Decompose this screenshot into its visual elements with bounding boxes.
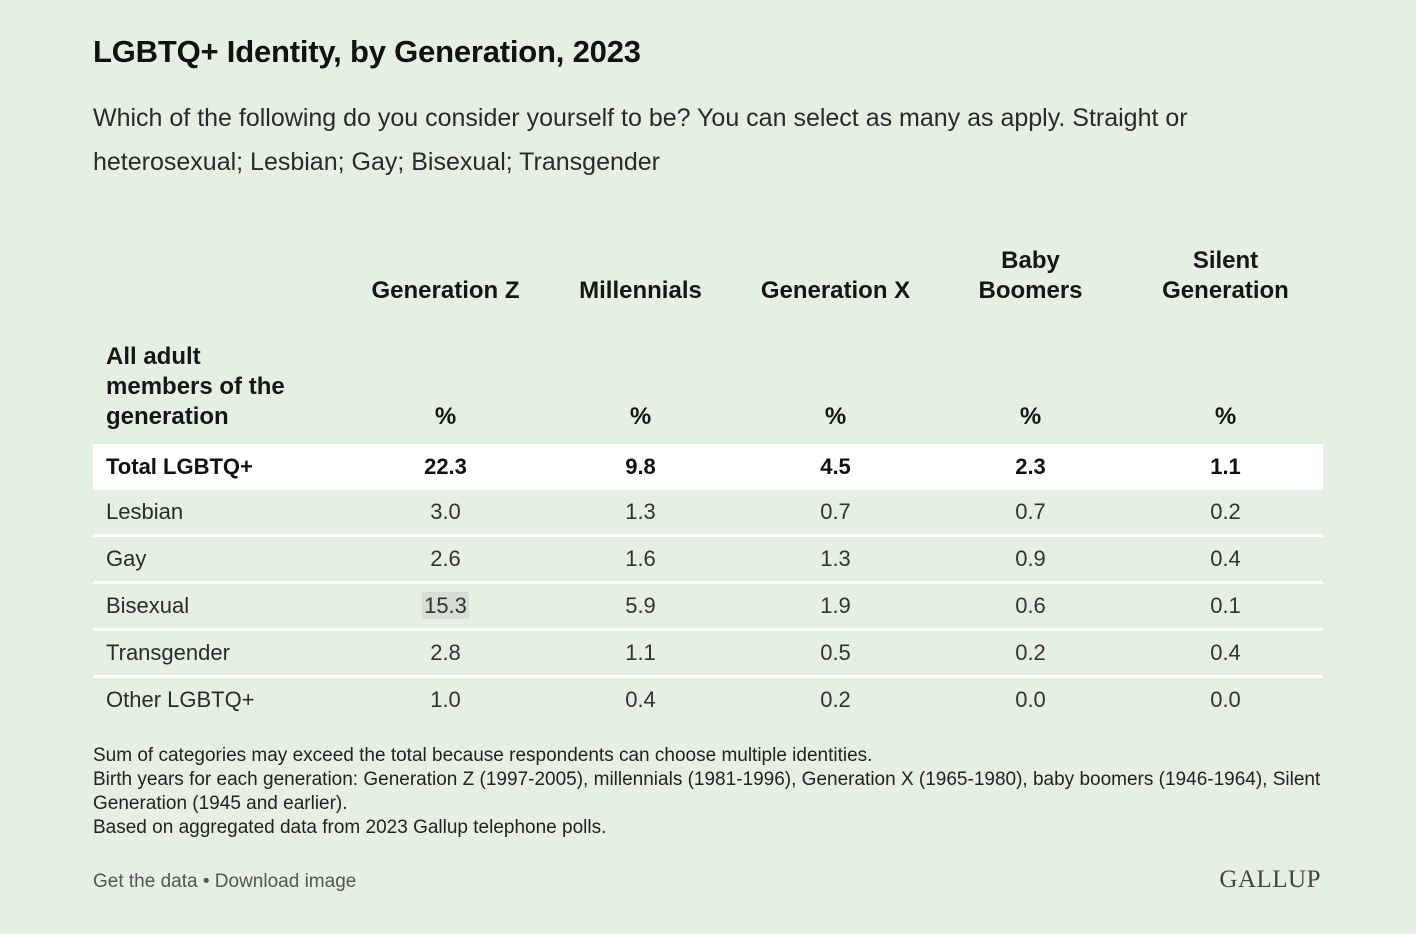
- table-cell: 0.0: [1128, 675, 1323, 722]
- table-cell: 0.2: [933, 628, 1128, 677]
- table-cell: 1.3: [738, 534, 933, 583]
- table-row-total: Total LGBTQ+ 22.3 9.8 4.5 2.3 1.1: [93, 444, 1323, 490]
- row-label: Total LGBTQ+: [93, 444, 348, 490]
- row-header-label-text: All adult members of the generation: [106, 343, 285, 430]
- link-separator: •: [197, 871, 215, 892]
- table-cell: 1.1: [543, 628, 738, 677]
- unit-label: %: [824, 403, 847, 430]
- table-cell: 0.2: [1210, 499, 1241, 524]
- get-data-link[interactable]: Get the data: [93, 871, 198, 892]
- column-header: Generation X: [760, 277, 911, 304]
- column-header: Generation Z: [371, 277, 520, 304]
- table-cell: 0.6: [933, 581, 1128, 630]
- column-header-text: Baby Boomers: [978, 247, 1083, 304]
- row-label: Bisexual: [93, 581, 348, 630]
- table-row: Lesbian 3.0 1.3 0.7 0.7 0.2: [93, 490, 1323, 536]
- row-label: Other LGBTQ+: [93, 675, 348, 722]
- table-cell: 1.6: [543, 534, 738, 583]
- table-cell: 0.1: [1128, 581, 1323, 630]
- chart-title: LGBTQ+ Identity, by Generation, 2023: [93, 34, 641, 69]
- table-cell: 1.1: [1128, 444, 1323, 490]
- footnote: Sum of categories may exceed the total b…: [93, 745, 873, 766]
- table-cell: 15.3: [348, 581, 543, 630]
- table-cell: 0.4: [1128, 534, 1323, 583]
- unit-label: %: [434, 403, 457, 430]
- row-label: Lesbian: [106, 499, 184, 524]
- table-row: Gay 2.6 1.6 1.3 0.9 0.4: [93, 534, 1323, 583]
- highlighted-value: 15.3: [422, 592, 469, 619]
- table-cell: 9.8: [543, 444, 738, 490]
- table-cell: 3.0: [430, 499, 461, 524]
- table-cell: 0.7: [820, 499, 851, 524]
- unit-label: %: [1214, 403, 1237, 430]
- table-row: Bisexual 15.3 5.9 1.9 0.6 0.1: [93, 581, 1323, 630]
- table-cell: 1.0: [348, 675, 543, 722]
- table-cell: 0.7: [1015, 499, 1046, 524]
- table-row: Transgender 2.8 1.1 0.5 0.2 0.4: [93, 628, 1323, 677]
- table-cell: 0.4: [543, 675, 738, 722]
- table-cell: 2.6: [348, 534, 543, 583]
- column-header: Millennials: [579, 277, 702, 304]
- table-cell: 4.5: [738, 444, 933, 490]
- table-cell: 5.9: [543, 581, 738, 630]
- table-cell: 1.3: [625, 499, 656, 524]
- table-cell: 2.8: [348, 628, 543, 677]
- table-cell: 0.9: [933, 534, 1128, 583]
- data-table: Generation Z Millennials Generation X Ba…: [93, 232, 1323, 722]
- table-cell: 0.2: [738, 675, 933, 722]
- table-cell: 22.3: [348, 444, 543, 490]
- table-cell: 0.0: [933, 675, 1128, 722]
- download-image-link[interactable]: Download image: [214, 871, 357, 892]
- row-label: Gay: [93, 534, 348, 583]
- row-label: Transgender: [93, 628, 348, 677]
- table-row: Other LGBTQ+ 1.0 0.4 0.2 0.0 0.0: [93, 675, 1323, 722]
- footer-links: Get the data • Download image: [93, 871, 356, 893]
- table-cell: 2.3: [933, 444, 1128, 490]
- table-cell: 1.9: [738, 581, 933, 630]
- column-header: Silent Generation: [1128, 232, 1323, 306]
- unit-label: %: [1019, 403, 1042, 430]
- table-cell: 0.5: [738, 628, 933, 677]
- unit-label: %: [629, 403, 652, 430]
- column-header: Baby Boomers: [933, 232, 1128, 306]
- footnotes: Sum of categories may exceed the total b…: [93, 744, 1333, 840]
- chart-subtitle: Which of the following do you consider y…: [93, 104, 1188, 176]
- table-cell: 0.4: [1128, 628, 1323, 677]
- row-header-label: All adult members of the generation: [93, 306, 348, 444]
- footnote: Based on aggregated data from 2023 Gallu…: [93, 817, 607, 838]
- footnote: Birth years for each generation: Generat…: [93, 769, 1321, 814]
- column-header-text: Silent Generation: [1162, 247, 1289, 304]
- gallup-logo: GALLUP: [1219, 866, 1321, 893]
- corner-cell: [93, 232, 348, 306]
